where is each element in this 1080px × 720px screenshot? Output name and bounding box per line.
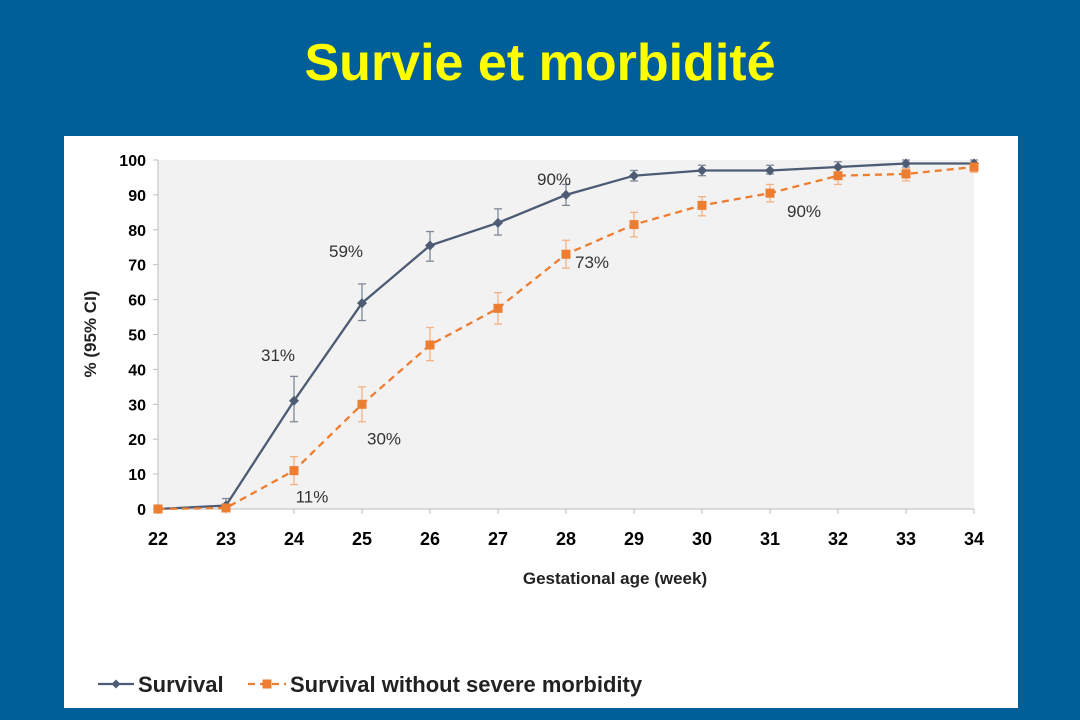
- y-tick-label: 0: [137, 502, 146, 519]
- data-point-diamond: [357, 298, 367, 309]
- y-tick-label: 30: [128, 397, 146, 414]
- x-tick-label: 31: [760, 529, 780, 549]
- x-tick-label: 26: [420, 529, 440, 549]
- y-tick-label: 80: [128, 223, 146, 240]
- y-tick-label: 10: [128, 467, 146, 484]
- data-point-square: [901, 169, 911, 179]
- legend-diamond-marker: [111, 679, 121, 689]
- y-tick-label: 60: [128, 293, 146, 310]
- x-tick-label: 22: [148, 529, 168, 549]
- data-point-square: [425, 340, 435, 350]
- chart-panel: 0 10 20 30 40 50 60 70 80 90 100 22 23 24 25 26 27 28 29 30…: [64, 136, 1018, 708]
- data-label: 90%: [787, 202, 821, 221]
- data-label: 11%: [296, 488, 329, 507]
- data-point-square: [289, 466, 299, 476]
- x-tick-label: 34: [964, 529, 984, 549]
- y-tick-label: 70: [128, 258, 146, 275]
- slide-title: Survie et morbidité: [304, 34, 776, 92]
- data-point-square: [629, 220, 639, 230]
- x-tick-label: 32: [828, 529, 848, 549]
- y-tick-label: 100: [119, 153, 146, 170]
- data-point-square: [561, 249, 571, 259]
- data-point-diamond: [629, 170, 639, 181]
- data-point-diamond: [833, 161, 843, 172]
- data-point-square: [697, 200, 707, 210]
- y-tick-label: 50: [128, 328, 146, 345]
- y-axis-label: % (95% CI): [81, 291, 100, 378]
- data-point-square: [969, 162, 979, 172]
- data-label: 90%: [537, 170, 571, 189]
- data-point-square: [765, 188, 775, 198]
- plot-area: [158, 160, 974, 509]
- data-point-square: [833, 171, 843, 181]
- data-label: 31%: [261, 346, 295, 365]
- legend-square-marker: [262, 679, 272, 689]
- x-tick-label: 29: [624, 529, 644, 549]
- line-chart: 0 10 20 30 40 50 60 70 80 90 100 22 23 24 25 26 27 28 29 30…: [81, 153, 984, 697]
- data-point-diamond: [697, 165, 707, 176]
- x-tick-label: 24: [284, 529, 304, 549]
- x-tick-label: 28: [556, 529, 576, 549]
- x-tick-label: 30: [692, 529, 712, 549]
- x-axis-label: Gestational age (week): [523, 569, 707, 588]
- x-tick-label: 25: [352, 529, 372, 549]
- data-point-square: [357, 399, 367, 409]
- data-label: 59%: [329, 242, 363, 261]
- data-label: 30%: [367, 429, 401, 448]
- legend: Survival Survival without severe morbidit…: [98, 672, 643, 697]
- x-tick-label: 33: [896, 529, 916, 549]
- data-point-square: [153, 504, 163, 514]
- y-tick-label: 20: [128, 432, 146, 449]
- x-tick-label: 23: [216, 529, 236, 549]
- data-label: 73%: [575, 253, 609, 272]
- data-point-diamond: [289, 395, 299, 406]
- data-point-diamond: [561, 189, 571, 200]
- y-tick-label: 90: [128, 188, 146, 205]
- data-point-diamond: [493, 217, 503, 228]
- data-point-square: [221, 503, 231, 513]
- data-point-square: [493, 303, 503, 313]
- data-point-diamond: [765, 165, 775, 176]
- y-tick-label: 40: [128, 362, 146, 379]
- legend-morbidity-label: Survival without severe morbidity: [290, 672, 643, 697]
- x-tick-label: 27: [488, 529, 508, 549]
- data-point-diamond: [901, 158, 911, 169]
- legend-survival-label: Survival: [138, 672, 224, 697]
- data-point-diamond: [425, 240, 435, 251]
